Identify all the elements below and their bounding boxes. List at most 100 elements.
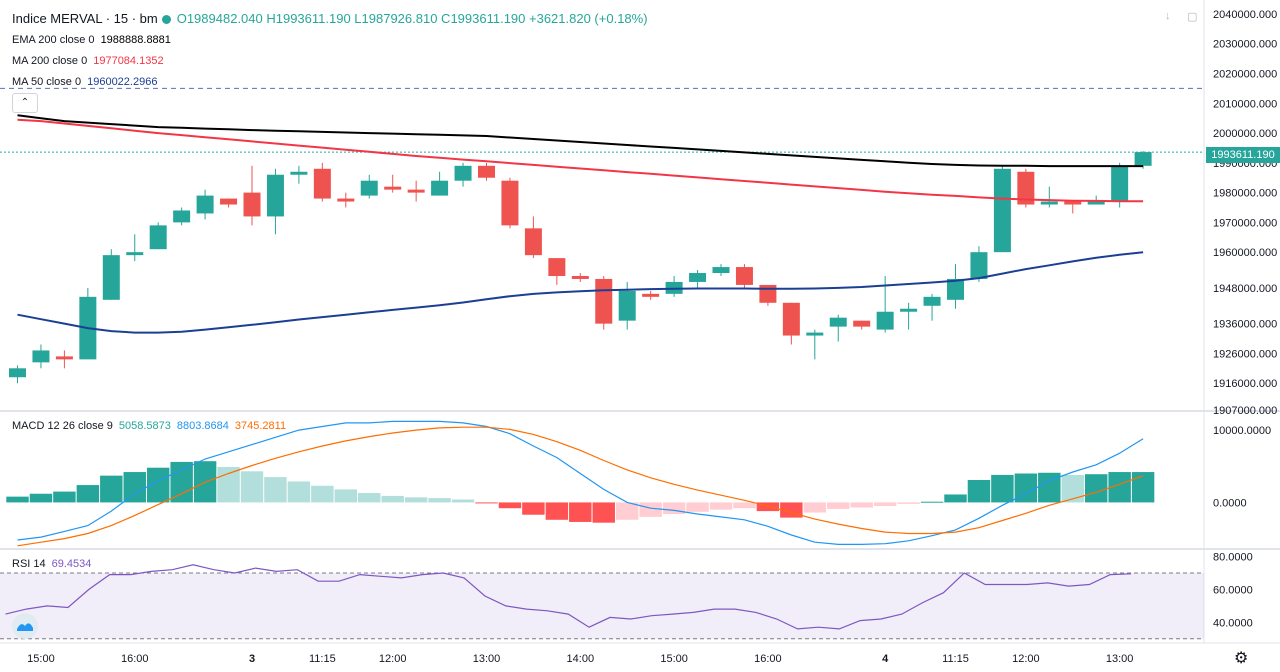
macd-line [17,420,1144,545]
maximize-icon[interactable]: ▢ [1187,11,1198,23]
rsi-legend[interactable]: RSI 14 69.4534 [12,558,97,570]
candle-body [126,252,144,256]
time-tick-label: 14:00 [567,653,595,665]
candle-body [1134,152,1152,166]
candle-body [360,180,378,196]
time-tick-label: 3 [249,653,255,665]
macd-histogram-bar [569,502,592,522]
macd-histogram-bar [100,475,123,503]
macd-histogram-bar [76,485,100,503]
macd-histogram-bar [334,489,358,503]
macd-signal-value: 3745.2811 [234,420,287,432]
macd-signal-line [17,426,1144,547]
time-tick-label: 12:00 [379,653,407,665]
macd-histogram-bar [944,494,967,503]
ema200-line [17,114,1144,168]
price-tick-label: 2030000.000 [1213,39,1277,51]
ema200-legend[interactable]: EMA 200 close 0 1988888.8881 [12,34,177,46]
macd-histogram-bar [451,499,475,503]
macd-histogram-bar [6,496,29,503]
gear-icon[interactable]: ⚙ [1234,650,1249,667]
candle-body [149,225,167,250]
arrow-down-icon[interactable]: ↓ [1165,10,1171,22]
price-tick-label: 1980000.000 [1213,188,1277,200]
time-tick-label: 13:00 [1106,653,1134,665]
candle-body [618,290,636,321]
candle-body [290,171,308,175]
time-tick-label: 13:00 [473,653,501,665]
candle-body [900,308,918,312]
macd-histogram-bar [428,498,451,503]
candle-body [431,180,449,196]
macd-histogram-bar [545,502,569,520]
macd-histogram-bar [803,502,827,513]
candle-body [454,165,472,181]
ema200-label: EMA 200 close 0 [12,34,95,46]
price-tick-label: 1926000.000 [1213,348,1277,360]
macd-histogram-bar [1061,474,1084,503]
time-tick-label: 16:00 [754,653,782,665]
candle-body [782,302,800,336]
candle-body [853,320,871,327]
candle-body [407,189,425,193]
macd-histogram-bar [1108,472,1131,503]
candle-body [313,168,331,199]
collapse-legend-button[interactable]: ⌃ [12,93,38,113]
macd-histogram-bar [897,502,920,504]
price-tick-label: 2010000.000 [1213,98,1277,110]
rsi-line [5,564,1132,630]
ma200-legend[interactable]: MA 200 close 0 1977084.1352 [12,55,170,67]
candle-body [9,368,26,378]
macd-histogram-bar [733,502,756,509]
candle-body [243,192,261,217]
price-tick-label: 2040000.000 [1213,9,1277,21]
macd-histogram-bar [217,466,240,503]
macd-histogram-bar [358,493,381,503]
price-tick-label: 1960000.000 [1213,247,1277,259]
macd-legend[interactable]: MACD 12 26 close 9 5058.5873 8803.8684 3745… [12,420,292,432]
price-tick-label: 1948000.000 [1213,283,1277,295]
rsi-label: RSI 14 [12,558,46,570]
candle-body [689,273,707,282]
candle-body [55,356,73,360]
tradingview-logo-icon[interactable] [12,613,38,639]
candle-body [993,168,1011,253]
ma200-value: 1977084.1352 [93,55,164,67]
macd-histogram-bar [709,502,733,510]
candle-body [1087,201,1105,205]
symbol-legend[interactable]: Indice MERVAL · 15 · bm O1989482.040 H199… [12,11,654,26]
macd-histogram-bar [1014,473,1038,503]
ma50-legend[interactable]: MA 50 close 0 1960022.2966 [12,76,163,88]
macd-histogram-bar [873,502,897,507]
price-tick-label: 1907000.000 [1213,405,1277,417]
macd-histogram-bar [639,502,662,517]
price-tick-label: 1936000.000 [1213,319,1277,331]
candle-body [548,258,566,276]
macd-histogram-bar [991,474,1014,503]
macd-histogram-bar [827,502,850,509]
macd-histogram-bar [475,502,498,504]
macd-histogram-bar [662,502,686,514]
candle-body [947,278,964,300]
candle-body [642,293,660,297]
candle-body [876,311,894,330]
macd-histogram-bar [592,502,615,523]
macd-histogram-bar [756,502,780,512]
macd-histogram-bar [287,481,311,503]
macd-histogram-bar [264,477,287,503]
candle-body [1017,171,1035,205]
candle-body [571,275,589,279]
candle-body [923,296,941,306]
time-tick-label: 16:00 [121,653,149,665]
price-tick-label: 1916000.000 [1213,378,1277,390]
macd-histogram-bar [170,461,193,503]
macd-histogram-bar [240,471,264,503]
candle-body [384,186,402,190]
candle-body [173,210,191,223]
macd-line-value: 8803.8684 [176,420,229,432]
candle-body [196,195,214,214]
rsi-band [0,573,1204,639]
macd-histogram-bar [686,502,709,512]
rsi-tick-label: 60.0000 [1213,584,1253,596]
